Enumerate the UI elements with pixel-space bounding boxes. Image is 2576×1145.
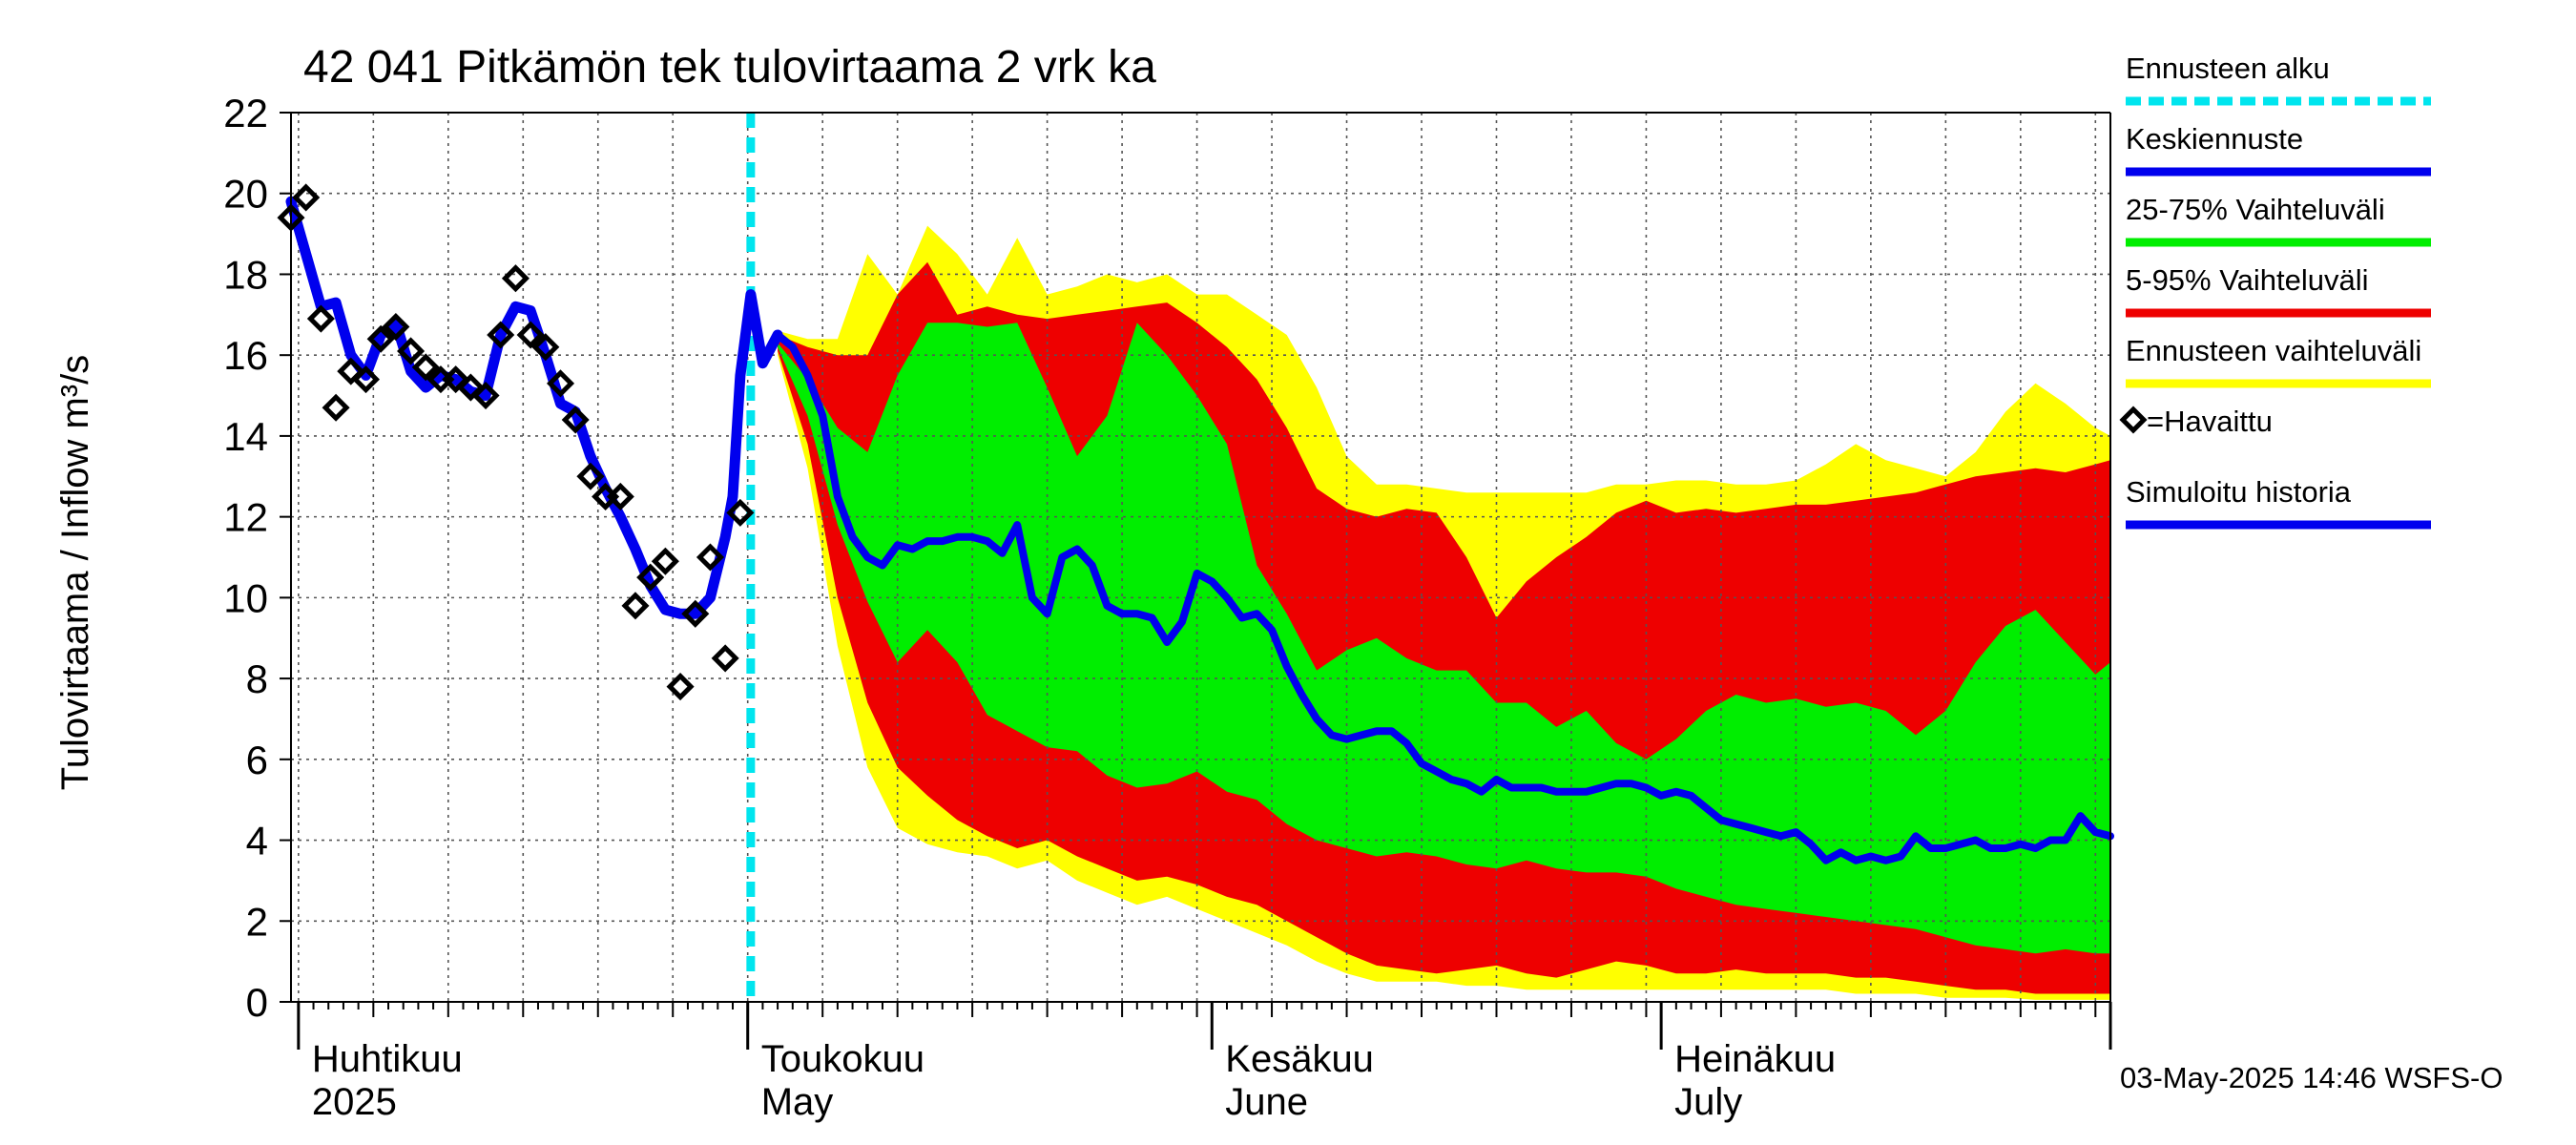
legend-label: Simuloitu historia <box>2126 475 2352 509</box>
x-year-label: 2025 <box>312 1081 397 1123</box>
y-tick-label: 14 <box>223 414 268 459</box>
y-tick-label: 22 <box>223 91 268 135</box>
x-month-label: Huhtikuu <box>312 1038 463 1080</box>
observed-point <box>666 673 695 701</box>
y-tick-label: 8 <box>246 656 268 701</box>
observed-point <box>711 644 739 673</box>
y-tick-label: 4 <box>246 819 268 864</box>
observed-point <box>636 563 665 592</box>
footer-timestamp: 03-May-2025 14:46 WSFS-O <box>2120 1061 2503 1094</box>
observed-point <box>397 337 426 365</box>
y-tick-label: 18 <box>223 252 268 297</box>
observed-point <box>726 498 755 527</box>
x-year-label: May <box>761 1081 834 1123</box>
x-month-label: Toukokuu <box>761 1038 924 1080</box>
observed-point <box>322 393 350 422</box>
y-tick-label: 2 <box>246 899 268 944</box>
observed-point <box>561 406 590 434</box>
observed-point <box>606 482 634 510</box>
x-month-label: Heinäkuu <box>1674 1038 1836 1080</box>
y-tick-label: 16 <box>223 333 268 378</box>
observed-point <box>382 312 410 342</box>
observed-markers <box>277 183 755 701</box>
x-year-label: July <box>1674 1081 1742 1123</box>
observed-point <box>651 547 679 575</box>
band-25-75 <box>778 323 2110 954</box>
observed-point <box>621 592 650 620</box>
observed-point <box>456 373 485 402</box>
observed-point <box>576 462 605 490</box>
observed-point <box>501 264 530 293</box>
y-tick-label: 6 <box>246 738 268 782</box>
legend-label: 5-95% Vaihteluväli <box>2126 263 2368 297</box>
observed-point <box>366 324 395 353</box>
observed-point <box>531 333 560 362</box>
observed-point <box>411 353 440 382</box>
y-tick-label: 12 <box>223 495 268 540</box>
observed-point <box>292 183 321 212</box>
legend-label: Keskiennuste <box>2126 122 2303 156</box>
chart-title: 42 041 Pitkämön tek tulovirtaama 2 vrk k… <box>303 42 1156 93</box>
legend-label: Ennusteen vaihteluväli <box>2126 334 2421 367</box>
observed-point <box>681 599 710 628</box>
legend-marker-observed <box>2119 406 2148 434</box>
legend-label: 25-75% Vaihteluväli <box>2126 193 2385 226</box>
legend-label: Ennusteen alku <box>2126 52 2330 85</box>
observed-point <box>696 543 725 572</box>
x-month-label: Kesäkuu <box>1225 1038 1374 1080</box>
observed-point <box>442 365 470 394</box>
observed-point <box>306 304 335 333</box>
observed-point <box>351 365 381 394</box>
y-tick-label: 10 <box>223 575 268 620</box>
x-year-label: June <box>1225 1081 1308 1123</box>
y-tick-label: 0 <box>246 980 268 1025</box>
observed-point <box>546 369 575 398</box>
grid-lines <box>291 113 2110 1002</box>
observed-point <box>487 321 515 349</box>
legend: Ennusteen alku Keskiennuste 25-75% Vaihtel… <box>2119 52 2431 530</box>
forecast-bands <box>778 225 2110 1000</box>
median-forecast-line <box>774 331 2114 864</box>
observed-point <box>516 321 545 349</box>
legend-label: =Havaittu <box>2147 405 2273 438</box>
observed-point <box>337 357 365 385</box>
y-tick-label: 20 <box>223 172 268 217</box>
observed-point <box>471 382 500 410</box>
y-axis-label: Tulovirtaama / Inflow m³/s <box>54 355 96 790</box>
